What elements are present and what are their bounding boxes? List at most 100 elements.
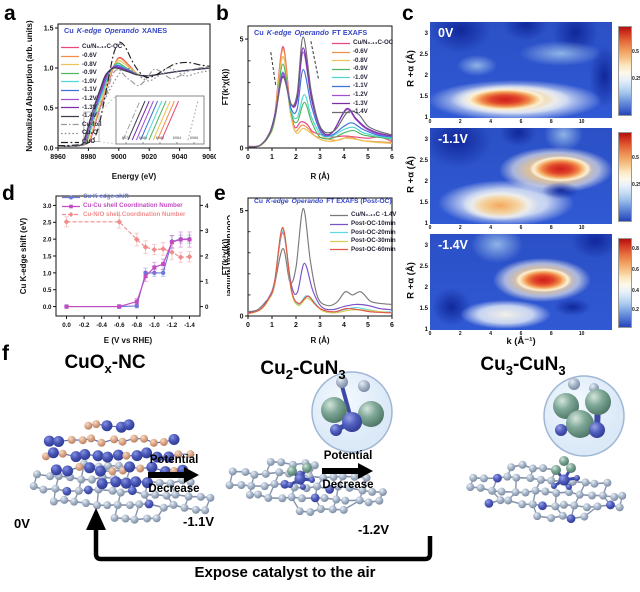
stage-label-1-1v: -1.1V xyxy=(183,514,215,529)
legend-line-sample xyxy=(330,249,348,251)
panel-e-title: Cu K-edge Operando FT EXAFS (Post-OC) xyxy=(254,198,392,205)
graphene-sheet xyxy=(225,457,387,517)
heatmap-y-tick: 1.5 xyxy=(419,305,428,312)
error-bars xyxy=(64,215,192,263)
legend-label: -1.3V xyxy=(353,99,368,107)
heatmap-x-tick: 8 xyxy=(549,119,553,125)
x-tick-label: 8960 xyxy=(50,154,66,161)
intensity-blob xyxy=(514,267,573,292)
legend-item: -1.2V xyxy=(61,95,122,103)
panel-label-f: f xyxy=(2,342,9,365)
heatmap-x-tick: 4 xyxy=(489,225,493,231)
intensity-blob xyxy=(457,55,497,77)
legend-label: -0.6V xyxy=(353,47,368,55)
heatmap-x-tick: 10 xyxy=(578,225,585,231)
y2-tick-label: 3 xyxy=(205,228,209,235)
legend-line-sample xyxy=(332,85,350,88)
panel-label-a: a xyxy=(4,2,16,25)
cu3-site xyxy=(551,456,580,490)
series-line xyxy=(57,41,211,147)
legend-line-sample xyxy=(332,103,350,105)
legend-item: -1.1V xyxy=(61,87,122,94)
series-line xyxy=(57,67,211,148)
right-arrow-icon xyxy=(322,463,373,480)
wavelet-map: -1.4V xyxy=(430,234,612,330)
inset-source-box xyxy=(83,111,100,143)
colorbar-tick: 0.25 xyxy=(632,75,640,82)
data-point xyxy=(64,304,69,309)
legend-line-sample xyxy=(332,77,350,79)
legend-label: -0.8V xyxy=(82,60,97,68)
y-axis-label: FT(k³χ(k)) xyxy=(221,68,230,105)
heatmap-x-tick: 10 xyxy=(578,119,585,125)
heatmap-y-tick: 3 xyxy=(424,137,428,143)
data-point xyxy=(186,253,193,260)
y-tick-label: 0.0 xyxy=(43,304,52,311)
data-point xyxy=(177,254,184,261)
ft-exafs-chart: 0 1 2 3 4 5 6 0 5 R (Å) FT(k³χ(k)) xyxy=(221,25,394,181)
legend-line-sample xyxy=(61,55,79,57)
post-oc-exafs-chart: 0 1 2 3 4 5 6 0 5 R (Å) FT(k³χ(k)) xyxy=(221,197,394,345)
x-tick-label: -1.0 xyxy=(149,322,160,329)
legend-line-sample xyxy=(61,64,79,66)
series-line xyxy=(247,36,393,148)
arrow-label-top: Potential xyxy=(323,450,373,462)
colorbar-tick: 0.25 xyxy=(632,181,640,188)
map-voltage-label: 0V xyxy=(438,26,454,40)
data-point xyxy=(152,265,157,270)
legend-item: Cu-foil xyxy=(61,121,122,128)
panel-label-c: c xyxy=(402,2,414,25)
edge-shift-coordination-chart: 0.0 -0.2 -0.4 -0.6 -0.8 -1.0 -1.2 -1.4 0.0 0.5 1.0… xyxy=(19,195,230,345)
legend-item: -0.8V xyxy=(332,57,393,64)
colorbar-tick: 0.5 xyxy=(632,49,639,56)
data-point xyxy=(134,299,139,304)
legend-line-sample xyxy=(332,68,350,70)
colorbar xyxy=(618,132,632,222)
xanes-chart: 8960 8980 9000 9020 9040 9060 0.0 0.5 1.0 1.5 Ener… xyxy=(25,20,216,181)
intensity-blob xyxy=(502,22,549,41)
panel-b-title: Cu K-edge Operando FT EXAFS xyxy=(254,28,368,37)
heatmap-y-tick: 2.5 xyxy=(419,263,428,270)
y2-tick-label: 4 xyxy=(205,203,209,210)
legend-label: CuO xyxy=(82,137,96,145)
legend-label: -1.0V xyxy=(353,73,368,81)
legend-item: Cu₂O xyxy=(61,130,122,137)
legend-item: Cu/N₀.₁₄C-OC xyxy=(61,44,122,51)
legend-item: -1.4V xyxy=(61,112,122,120)
legend-line-sample xyxy=(330,232,348,234)
intensity-blob xyxy=(528,156,593,182)
legend-item: Cu K-edge shift xyxy=(62,194,185,201)
legend-item: Post-OC-60min xyxy=(330,246,396,253)
heatmap-y-tick: 1.5 xyxy=(419,93,428,100)
legend-label: -0.9V xyxy=(82,69,97,77)
heatmap-y-tick: 3 xyxy=(424,31,428,37)
heatmap-y-tick: 1 xyxy=(424,114,428,121)
potential-decrease-arrow-2: Potential Decrease xyxy=(322,450,374,492)
x-tick-label: 9060 xyxy=(202,154,216,161)
legend-line-sample xyxy=(332,42,350,45)
y2-tick-label: 0 xyxy=(205,304,209,311)
data-point xyxy=(169,249,175,256)
legend-item: -0.9V xyxy=(61,69,122,77)
x-axis-label: R (Å) xyxy=(310,172,329,181)
y-tick-label: 1.5 xyxy=(44,25,54,32)
heatmap-x-tick: 0 xyxy=(428,119,432,125)
legend-item: -1.3V xyxy=(61,104,122,111)
legend-label: -0.9V xyxy=(353,65,368,73)
x-tick-label: 8980 xyxy=(81,154,97,161)
legend-item: -0.8V xyxy=(61,61,122,68)
legend-item: -0.9V xyxy=(332,65,393,73)
heatmap-x-tick: 0 xyxy=(428,225,432,231)
inset-tick-label: 8984 xyxy=(173,136,181,140)
legend-item: Post-OC-30min xyxy=(330,237,396,245)
x-tick-label: 5 xyxy=(366,154,370,161)
expose-air-label: Expose catalyst to the air xyxy=(194,564,376,581)
y-tick-label: 1.0 xyxy=(44,65,54,72)
y-tick-label: 0 xyxy=(240,145,244,152)
y-tick-label: 5 xyxy=(240,208,244,215)
heatmap-y-tick: 2.5 xyxy=(419,51,428,58)
legend-label: -0.6V xyxy=(82,51,97,59)
x-tick-label: 0.0 xyxy=(62,322,71,329)
legend-line-sample xyxy=(62,195,80,200)
